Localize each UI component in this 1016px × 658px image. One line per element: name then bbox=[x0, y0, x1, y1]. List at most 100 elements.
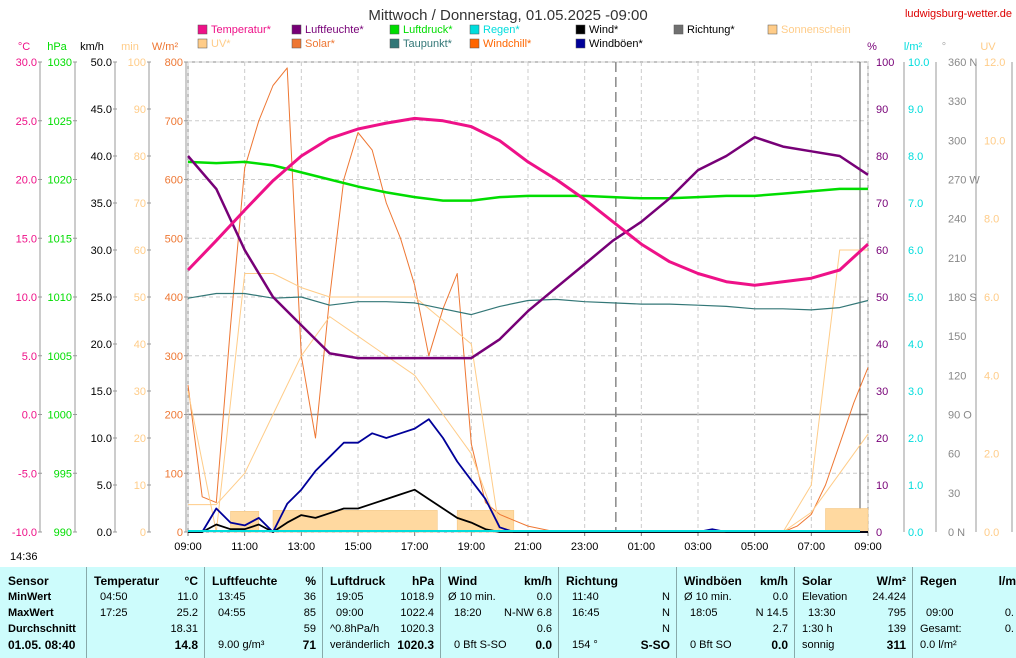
axis-tick-label: 10 bbox=[134, 480, 146, 492]
dir-avg: N bbox=[662, 623, 670, 635]
legend-swatch bbox=[469, 24, 480, 35]
solar-r2-time: 13:30 bbox=[808, 607, 836, 619]
rain-title: Regen bbox=[920, 574, 957, 588]
legend-swatch bbox=[575, 24, 586, 35]
gust-r1-label: Ø 10 min. bbox=[684, 591, 732, 603]
temp-title: Temperatur bbox=[94, 574, 160, 588]
axis-tick-label: 10.0 bbox=[16, 292, 37, 304]
axis-tick-label: 270 W bbox=[948, 175, 980, 187]
legend-swatch bbox=[389, 38, 400, 49]
right-axes: 100908070605040302010010.09.08.07.06.05.… bbox=[876, 57, 1013, 539]
hum-title: Luftfeuchte bbox=[212, 574, 278, 588]
legend-swatch bbox=[469, 38, 480, 49]
series-layer bbox=[186, 67, 870, 533]
axis-unit-right: % bbox=[867, 41, 877, 53]
axis-tick-label: 100 bbox=[165, 468, 183, 480]
series-line-luftfeuchte bbox=[187, 135, 869, 360]
axis-tick-label: 180 S bbox=[948, 292, 977, 304]
axis-unit-right: ° bbox=[942, 41, 946, 53]
x-tick-label: 01:00 bbox=[628, 541, 656, 553]
hum-unit: % bbox=[305, 574, 316, 588]
axis-tick-label: 20 bbox=[876, 433, 888, 445]
axis-tick-label: 9.0 bbox=[908, 104, 923, 116]
col-humidity: Luftfeuchte % 13:45 36 04:55 85 59 9.00 … bbox=[204, 567, 323, 658]
col-gusts: Windböen km/h Ø 10 min. 0.0 18:05 N 14.5… bbox=[676, 567, 795, 658]
axis-tick-label: 30.0 bbox=[16, 57, 37, 69]
dir-title: Richtung bbox=[566, 574, 618, 588]
solar-r3: 139 bbox=[887, 623, 906, 635]
press-trend: ^0.8hPa/h bbox=[330, 623, 380, 635]
axis-tick-label: 6.0 bbox=[984, 292, 999, 304]
temp-unit: °C bbox=[184, 574, 198, 588]
axis-tick-label: 20.0 bbox=[16, 175, 37, 187]
gust-current: 0.0 bbox=[771, 638, 788, 652]
rain-r2: 0. bbox=[1004, 607, 1014, 619]
axis-tick-label: 990 bbox=[54, 527, 72, 539]
axis-tick-label: -10.0 bbox=[12, 527, 37, 539]
legend-label: Luftfeuchte* bbox=[305, 24, 364, 36]
axis-tick-label: 70 bbox=[876, 198, 888, 210]
axis-tick-label: 30 bbox=[134, 386, 146, 398]
hum-max: 85 bbox=[303, 607, 316, 619]
axis-tick-label: 210 bbox=[948, 253, 966, 265]
axis-tick-label: 10 bbox=[876, 480, 888, 492]
col-pressure: Luftdruck hPa 19:05 1018.9 09:00 1022.4 … bbox=[322, 567, 441, 658]
dir-r2: N bbox=[662, 607, 670, 619]
axis-tick-label: 40 bbox=[134, 339, 146, 351]
axis-tick-label: 6.0 bbox=[908, 245, 923, 257]
axis-tick-label: 0 N bbox=[948, 527, 965, 539]
axis-tick-label: 15.0 bbox=[91, 386, 112, 398]
axis-tick-label: 90 bbox=[876, 104, 888, 116]
axis-tick-label: -5.0 bbox=[18, 468, 37, 480]
col-rain: Regen l/m 09:00 0. Gesamt: 0. 0.0 l/m² bbox=[912, 567, 1016, 658]
temp-min-time: 04:50 bbox=[100, 591, 128, 603]
x-tick-label: 23:00 bbox=[571, 541, 599, 553]
press-min-time: 19:05 bbox=[336, 591, 364, 603]
solar-state: sonnig bbox=[802, 639, 835, 651]
axis-tick-label: 330 bbox=[948, 96, 966, 108]
legend-label: Richtung* bbox=[687, 24, 735, 36]
axis-tick-label: 80 bbox=[134, 151, 146, 163]
legend-label: Wind* bbox=[589, 24, 619, 36]
x-tick-label: 15:00 bbox=[344, 541, 372, 553]
legend-label: Luftdruck* bbox=[403, 24, 453, 36]
dir-r1: N bbox=[662, 591, 670, 603]
axis-tick-label: 500 bbox=[165, 233, 183, 245]
x-tick-label: 03:00 bbox=[684, 541, 712, 553]
axis-tick-label: 25.0 bbox=[16, 116, 37, 128]
wind-avg: 0.6 bbox=[536, 623, 552, 635]
legend-label: Windböen* bbox=[589, 38, 644, 50]
axis-tick-label: 1010 bbox=[48, 292, 72, 304]
hum-abs: 9.00 g/m³ bbox=[218, 639, 265, 651]
legend: Temperatur* Luftfeuchte* Luftdruck* Regen* W… bbox=[197, 24, 851, 50]
axis-tick-label: 150 bbox=[948, 331, 966, 343]
wind-title: Wind bbox=[448, 574, 478, 588]
x-tick-label: 05:00 bbox=[741, 541, 769, 553]
x-tick-label: 09:00 bbox=[854, 541, 882, 553]
axis-units: °C hPa km/h min W/m²% l/m² ° UV bbox=[18, 41, 996, 53]
axis-tick-label: 4.0 bbox=[908, 339, 923, 351]
press-title: Luftdruck bbox=[330, 574, 386, 588]
site-label[interactable]: ludwigsburg-wetter.de bbox=[905, 8, 1012, 20]
x-tick-label: 09:00 bbox=[174, 541, 202, 553]
legend-swatch bbox=[291, 24, 302, 35]
axis-unit-right: UV bbox=[980, 41, 996, 53]
dir-current: S-SO bbox=[640, 638, 670, 652]
x-tick-label: 19:00 bbox=[458, 541, 486, 553]
axis-tick-label: 70 bbox=[134, 198, 146, 210]
x-tick-label: 13:00 bbox=[288, 541, 316, 553]
axis-tick-label: 60 bbox=[134, 245, 146, 257]
rain-current: 0.0 l/m² bbox=[920, 639, 957, 651]
legend-label: Solar* bbox=[305, 38, 336, 50]
axis-tick-label: 0 bbox=[140, 527, 146, 539]
temp-current: 14.8 bbox=[174, 638, 198, 652]
axis-tick-label: 5.0 bbox=[908, 292, 923, 304]
legend-swatch bbox=[291, 38, 302, 49]
axis-tick-label: 360 N bbox=[948, 57, 977, 69]
dir-r2-time: 16:45 bbox=[572, 607, 600, 619]
gust-r2: N 14.5 bbox=[755, 607, 788, 619]
axis-tick-label: 100 bbox=[876, 57, 894, 69]
x-axis: 09:00 11:00 13:00 15:00 17:00 19:00 21:00 23:00… bbox=[174, 532, 882, 553]
temp-max: 25.2 bbox=[176, 607, 198, 619]
gust-title: Windböen bbox=[684, 574, 742, 588]
